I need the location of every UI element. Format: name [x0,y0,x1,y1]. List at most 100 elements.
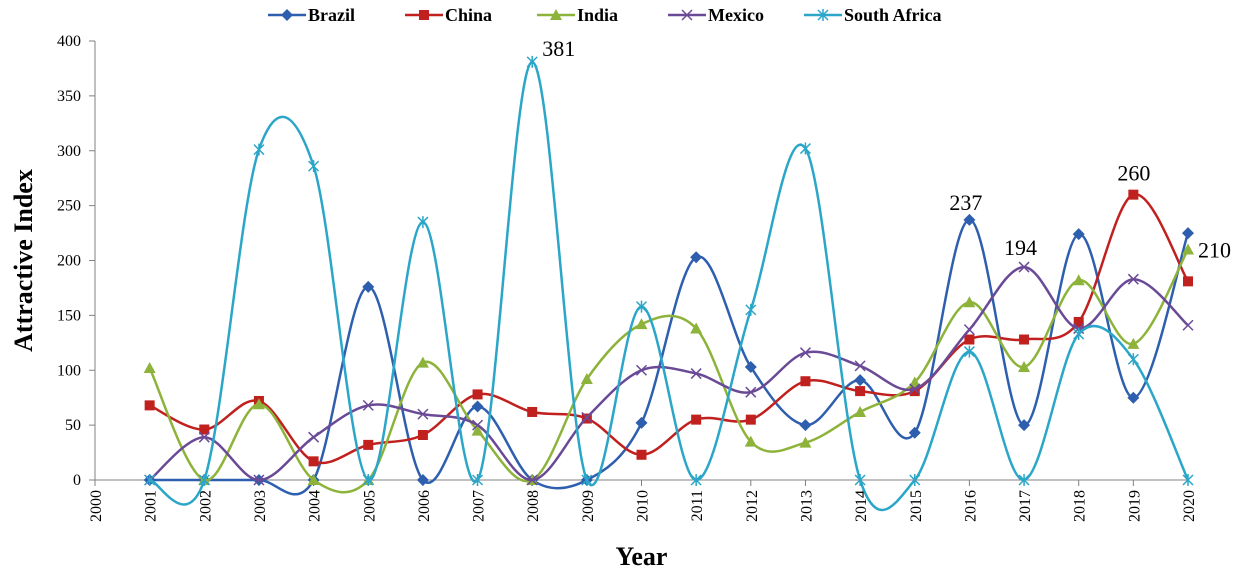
data-point-south-africa [1182,474,1194,486]
data-point-south-africa [253,143,265,156]
x-tick-label: 2010 [635,490,652,522]
legend-item-mexico: Mexico [668,5,764,25]
data-point-india [690,322,703,334]
data-point-china [417,430,428,441]
data-point-south-africa [690,474,702,486]
data-point-china [691,414,702,425]
legend-marker-brazil [281,9,293,21]
series-line-south-africa [149,60,1190,512]
data-point-india [471,424,484,436]
x-tick-label: 2007 [471,490,488,522]
data-point-south-africa [417,216,429,229]
data-point-india [854,405,867,417]
data-point-brazil [1072,228,1085,241]
data-point-india [1018,360,1031,372]
data-point-mexico [799,347,811,359]
data-point-china [636,449,647,460]
data-point-brazil [744,360,757,373]
x-tick-label: 2017 [1017,490,1034,522]
data-point-mexico [472,419,484,431]
x-tick-label: 2003 [252,490,269,522]
axes: 0 50 100 150 200 250 300 350 400 2000 2001 2002 2003… [57,33,1198,522]
data-point-india [580,373,593,385]
data-point-india [1182,243,1194,255]
data-point-china [1128,189,1139,200]
data-point-brazil [854,374,867,387]
y-tick-label: 0 [73,472,81,489]
data-point-india [744,435,757,447]
x-tick-label: 2005 [361,490,378,522]
x-tick-label: 2020 [1181,490,1198,522]
data-label: 194 [1004,235,1037,260]
data-point-india [143,362,156,374]
legend-marker-india [550,9,562,20]
data-point-china [144,400,155,411]
data-point-china [855,386,866,397]
data-point-south-africa [472,474,484,486]
data-point-brazil [1127,391,1140,404]
data-point-brazil [362,280,375,293]
data-point-brazil [1182,227,1194,240]
x-tick-label: 2004 [307,490,324,522]
data-point-south-africa [581,474,593,486]
data-point-south-africa [198,474,210,486]
data-point-south-africa [635,300,648,313]
data-point-south-africa [526,55,538,68]
x-tick-label: 2000 [88,490,105,522]
legend: Brazil China India Mexico South Africa [268,5,942,25]
data-point-south-africa [854,474,866,486]
data-point-india [1127,337,1140,349]
data-point-south-africa [1073,328,1085,341]
legend-item-south-africa: South Africa [804,5,942,25]
data-point-mexico [362,399,374,411]
data-point-mexico [1018,261,1030,273]
data-point-china [199,424,210,435]
data-point-south-africa [1018,474,1030,486]
data-point-mexico [253,474,265,486]
legend-marker-mexico [681,9,693,21]
data-point-brazil [690,251,703,264]
data-point-china [527,406,538,417]
x-tick-label: 2014 [853,490,870,522]
data-point-china [1183,276,1193,287]
data-label: 210 [1198,238,1231,263]
data-point-china [363,439,374,450]
data-point-brazil [1018,419,1031,432]
data-point-mexico [198,431,210,443]
data-point-india [1072,274,1085,286]
data-point-mexico [1182,319,1194,331]
legend-label: Brazil [308,5,355,25]
legend-label: China [445,5,492,25]
legend-label: Mexico [708,5,764,25]
data-point-china [472,389,483,400]
data-point-india [908,376,921,388]
data-point-south-africa [308,160,320,173]
data-point-mexico [308,431,320,443]
data-point-mexico [581,411,593,423]
data-point-south-africa [745,303,757,316]
legend-item-india: India [537,5,618,25]
data-label: 237 [949,190,982,215]
data-point-india [416,356,429,368]
data-point-brazil [471,400,484,413]
x-tick-label: 2013 [798,490,815,522]
data-label: 260 [1117,161,1150,186]
data-point-brazil [908,426,921,439]
series-south-africa [144,55,1194,512]
data-point-mexico [909,383,921,395]
data-point-south-africa [799,142,811,155]
data-point-india [799,436,812,448]
data-point-india [307,474,320,485]
y-tick-label: 150 [57,307,81,324]
y-tick-label: 250 [57,198,81,215]
y-tick-label: 400 [57,33,81,50]
data-point-china [800,376,811,387]
data-label: 381 [542,36,575,61]
legend-item-brazil: Brazil [268,5,355,25]
data-point-brazil [635,416,648,429]
series-line-mexico [148,265,1189,482]
data-point-mexico [526,474,538,486]
legend-marker-south-africa [817,9,829,21]
data-point-brazil [963,213,976,226]
